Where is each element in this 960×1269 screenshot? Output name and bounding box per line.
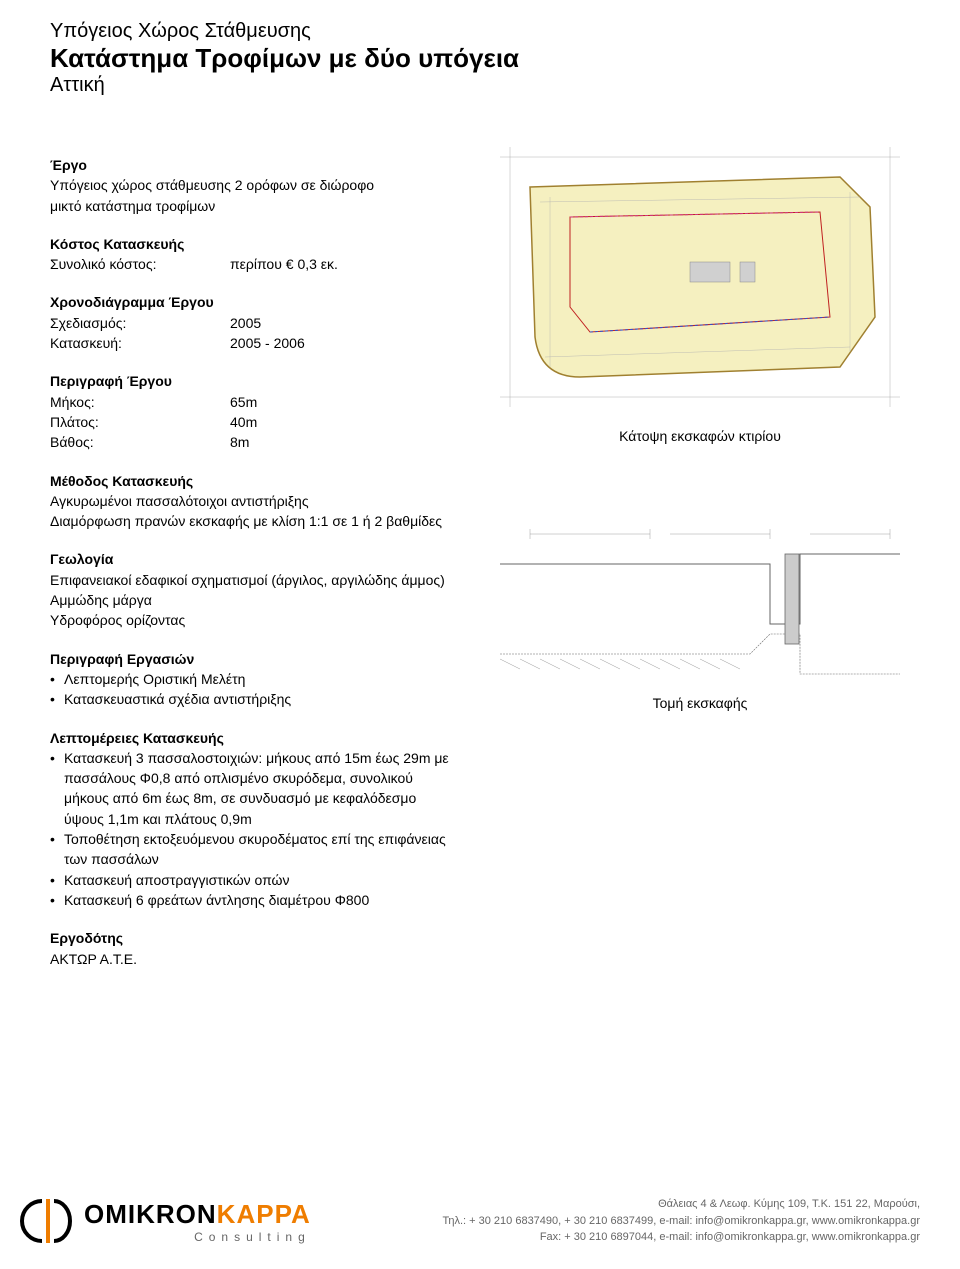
project-desc-1: Υπόγειος χώρος στάθμευσης 2 ορόφων σε δι… (50, 175, 450, 195)
plan-figure: Κάτοψη εκσκαφών κτιρίου (490, 137, 910, 444)
section-figure: Τομή εκσκαφής (490, 464, 910, 711)
schedule-construction-value: 2005 - 2006 (230, 333, 305, 353)
page-footer: OMIKRONKAPPA Consulting Θάλειας 4 & Λεωφ… (0, 1183, 960, 1249)
works-list: Λεπτομερής Οριστική Μελέτη Κατασκευαστικ… (50, 669, 450, 710)
project-title: Έργο (50, 155, 450, 175)
logo-text: OMIKRONKAPPA Consulting (84, 1199, 311, 1244)
plan-drawing-icon (490, 137, 910, 417)
details-item-1: Κατασκευή 3 πασσαλοστοιχιών: μήκους από … (50, 748, 450, 829)
schedule-construction-row: Κατασκευή: 2005 - 2006 (50, 333, 450, 353)
logo-part-2: KAPPA (217, 1199, 311, 1229)
logo-mark-icon (20, 1193, 76, 1249)
width-label: Πλάτος: (50, 412, 230, 432)
header-category: Υπόγειος Χώρος Στάθμευσης (50, 20, 910, 43)
width-value: 40m (230, 412, 257, 432)
depth-row: Βάθος: 8m (50, 432, 450, 452)
depth-value: 8m (230, 432, 249, 452)
geology-line-2: Αμμώδης μάργα (50, 590, 450, 610)
details-title: Λεπτομέρειες Κατασκευής (50, 728, 450, 748)
header-location: Αττική (50, 74, 910, 97)
cost-value: περίπου € 0,3 εκ. (230, 254, 338, 274)
logo-part-1: OMIKRON (84, 1199, 217, 1229)
description-title: Περιγραφή Έργου (50, 371, 450, 391)
length-row: Μήκος: 65m (50, 392, 450, 412)
footer-contact: Θάλειας 4 & Λεωφ. Κύμης 109, Τ.Κ. 151 22… (442, 1196, 920, 1246)
content-columns: Έργο Υπόγειος χώρος στάθμευσης 2 ορόφων … (50, 137, 910, 969)
left-column: Έργο Υπόγειος χώρος στάθμευσης 2 ορόφων … (50, 137, 450, 969)
plan-caption: Κάτοψη εκσκαφών κτιρίου (490, 428, 910, 444)
logo-subtitle: Consulting (84, 1230, 311, 1244)
method-line-1: Αγκυρωμένοι πασσαλότοιχοι αντιστήριξης (50, 491, 450, 511)
length-value: 65m (230, 392, 257, 412)
contact-line-2: Τηλ.: + 30 210 6837490, + 30 210 6837499… (442, 1213, 920, 1230)
company-logo: OMIKRONKAPPA Consulting (20, 1193, 311, 1249)
header-title: Κατάστημα Τροφίμων με δύο υπόγεια (50, 43, 910, 74)
width-row: Πλάτος: 40m (50, 412, 450, 432)
contact-line-3: Fax: + 30 210 6897044, e-mail: info@omik… (442, 1229, 920, 1246)
page-header: Υπόγειος Χώρος Στάθμευσης Κατάστημα Τροφ… (50, 20, 910, 97)
right-column: Κάτοψη εκσκαφών κτιρίου (490, 137, 910, 969)
logo-name: OMIKRONKAPPA (84, 1199, 311, 1230)
schedule-construction-label: Κατασκευή: (50, 333, 230, 353)
method-title: Μέθοδος Κατασκευής (50, 471, 450, 491)
details-item-2: Τοποθέτηση εκτοξευόμενου σκυροδέματος επ… (50, 829, 450, 870)
cost-title: Κόστος Κατασκευής (50, 234, 450, 254)
geology-line-3: Υδροφόρος ορίζοντας (50, 610, 450, 630)
section-drawing-icon (490, 504, 910, 684)
cost-label: Συνολικό κόστος: (50, 254, 230, 274)
works-item-2: Κατασκευαστικά σχέδια αντιστήριξης (50, 689, 450, 709)
schedule-design-value: 2005 (230, 313, 261, 333)
works-title: Περιγραφή Εργασιών (50, 649, 450, 669)
details-item-3: Κατασκευή αποστραγγιστικών οπών (50, 870, 450, 890)
schedule-design-row: Σχεδιασμός: 2005 (50, 313, 450, 333)
cost-row: Συνολικό κόστος: περίπου € 0,3 εκ. (50, 254, 450, 274)
method-line-2: Διαμόρφωση πρανών εκσκαφής με κλίση 1:1 … (50, 511, 450, 531)
geology-title: Γεωλογία (50, 549, 450, 569)
schedule-design-label: Σχεδιασμός: (50, 313, 230, 333)
works-item-1: Λεπτομερής Οριστική Μελέτη (50, 669, 450, 689)
contact-line-1: Θάλειας 4 & Λεωφ. Κύμης 109, Τ.Κ. 151 22… (442, 1196, 920, 1213)
schedule-title: Χρονοδιάγραμμα Έργου (50, 292, 450, 312)
depth-label: Βάθος: (50, 432, 230, 452)
client-name: ΑΚΤΩΡ Α.Τ.Ε. (50, 949, 450, 969)
length-label: Μήκος: (50, 392, 230, 412)
section-caption: Τομή εκσκαφής (490, 695, 910, 711)
geology-line-1: Επιφανειακοί εδαφικοί σχηματισμοί (άργιλ… (50, 570, 450, 590)
project-desc-2: μικτό κατάστημα τροφίμων (50, 196, 450, 216)
client-title: Εργοδότης (50, 928, 450, 948)
details-list: Κατασκευή 3 πασσαλοστοιχιών: μήκους από … (50, 748, 450, 910)
details-item-4: Κατασκευή 6 φρεάτων άντλησης διαμέτρου Φ… (50, 890, 450, 910)
